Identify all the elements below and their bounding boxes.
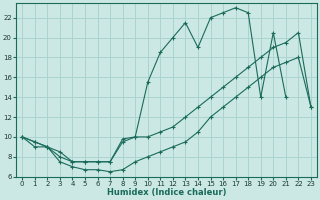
X-axis label: Humidex (Indice chaleur): Humidex (Indice chaleur) [107,188,226,197]
